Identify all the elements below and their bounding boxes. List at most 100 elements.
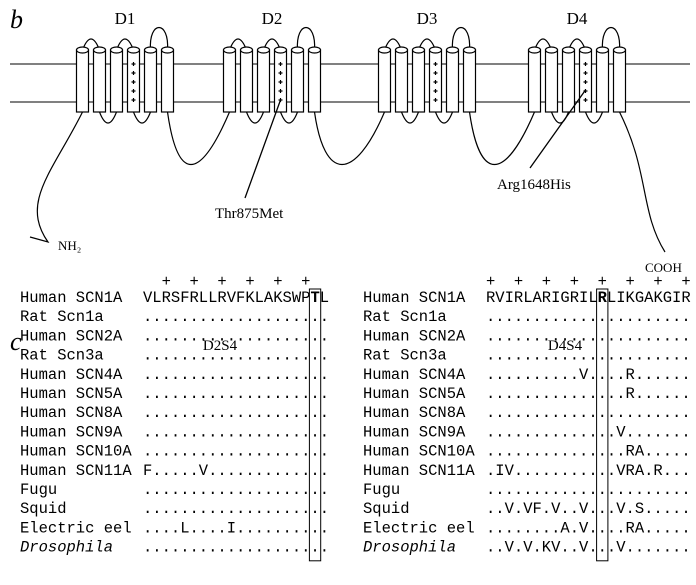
segment-top <box>94 47 106 53</box>
sequence: .IV...........VRA.R... <box>486 462 691 480</box>
loop <box>168 112 230 165</box>
segment <box>162 50 174 112</box>
segment-top <box>430 47 442 53</box>
domain-label: D3 <box>417 9 438 28</box>
species-name: Rat Scn3a <box>363 347 447 365</box>
sequence: .................... <box>143 500 329 518</box>
loop <box>586 112 603 123</box>
sequence: ..V.VF.V..V...V.S..... <box>486 500 691 518</box>
species-name: Drosophila <box>20 539 113 557</box>
segment-top <box>128 47 140 53</box>
sequence: ..V.V.KV..V...V....... <box>486 539 691 557</box>
loop <box>602 28 619 51</box>
sequence: .................... <box>143 404 329 422</box>
loop <box>470 112 535 165</box>
sequence: .................... <box>143 308 329 326</box>
sequence: .................... <box>143 539 329 557</box>
sequence: .................... <box>143 443 329 461</box>
species-name: Human SCN4A <box>20 366 123 384</box>
segment-top <box>447 47 459 53</box>
segment-top <box>464 47 476 53</box>
mutation-label: Arg1648His <box>497 177 571 193</box>
species-name: Human SCN4A <box>363 366 466 384</box>
species-name: Rat Scn1a <box>363 308 447 326</box>
species-name: Human SCN8A <box>20 404 123 422</box>
sequence: ...................... <box>486 404 691 422</box>
loop <box>402 112 419 123</box>
loop <box>281 112 298 123</box>
species-name: Rat Scn1a <box>20 308 104 326</box>
segment-top <box>258 47 270 53</box>
segment-top <box>77 47 89 53</box>
sequence: ...................... <box>486 327 691 345</box>
sequence: F.....V............. <box>143 462 329 480</box>
segment <box>447 50 459 112</box>
segment-top <box>309 47 321 53</box>
segment <box>379 50 391 112</box>
segment <box>614 50 626 112</box>
segment-top <box>580 47 592 53</box>
sequence: .................... <box>143 347 329 365</box>
segment-top <box>162 47 174 53</box>
species-name: Electric eel <box>20 519 132 537</box>
domain-label: D1 <box>115 9 136 28</box>
figure: b c D1D2D3D4Thr875MetArg1648HisNH₂COOHD2… <box>0 0 696 585</box>
species-name: Squid <box>363 500 410 518</box>
domain-label: D2 <box>262 9 283 28</box>
species-name: Human SCN11A <box>20 462 132 480</box>
sequence: VLRSFRLLRVFKLAKSWPTL <box>143 289 329 307</box>
species-name: Human SCN9A <box>363 423 466 441</box>
sequence: ...............R...... <box>486 385 691 403</box>
segment <box>241 50 253 112</box>
sequence: ...................... <box>486 308 691 326</box>
species-name: Human SCN8A <box>363 404 466 422</box>
species-name: Drosophila <box>363 539 456 557</box>
terminus-label: NH₂ <box>58 238 81 253</box>
segment <box>546 50 558 112</box>
segment <box>563 50 575 112</box>
loop <box>134 112 151 123</box>
segment-top <box>241 47 253 53</box>
segment <box>77 50 89 112</box>
sequence: .................... <box>143 366 329 384</box>
sequence: ...................... <box>486 481 691 499</box>
segment-top <box>111 47 123 53</box>
segment-top <box>597 47 609 53</box>
species-name: Human SCN10A <box>20 443 132 461</box>
sequence: ...................... <box>486 347 691 365</box>
segment <box>597 50 609 112</box>
segment-top <box>145 47 157 53</box>
segment-top <box>563 47 575 53</box>
loop <box>315 112 385 165</box>
segment <box>464 50 476 112</box>
segment <box>145 50 157 112</box>
species-name: Human SCN10A <box>363 443 475 461</box>
species-name: Fugu <box>363 481 400 499</box>
segment <box>529 50 541 112</box>
sequence: .................... <box>143 481 329 499</box>
species-name: Fugu <box>20 481 57 499</box>
sequence: .................... <box>143 423 329 441</box>
species-name: Electric eel <box>363 519 475 537</box>
sequence: .................... <box>143 385 329 403</box>
species-name: Human SCN2A <box>363 327 466 345</box>
sequence: ...............RA..... <box>486 443 691 461</box>
species-name: Human SCN1A <box>20 289 123 307</box>
segment-top <box>546 47 558 53</box>
species-name: Human SCN9A <box>20 423 123 441</box>
species-name: Human SCN5A <box>363 385 466 403</box>
segment-top <box>396 47 408 53</box>
domain-label: D4 <box>567 9 588 28</box>
sequence: ........A.V....RA..... <box>486 519 691 537</box>
segment-top <box>224 47 236 53</box>
segment-top <box>614 47 626 53</box>
panel-label: b <box>10 5 23 34</box>
segment-top <box>292 47 304 53</box>
species-name: Human SCN1A <box>363 289 466 307</box>
segment <box>309 50 321 112</box>
c-tail <box>620 112 666 252</box>
segment <box>396 50 408 112</box>
species-name: Squid <box>20 500 67 518</box>
mutation-label: Thr875Met <box>215 206 284 222</box>
loop <box>247 112 264 123</box>
